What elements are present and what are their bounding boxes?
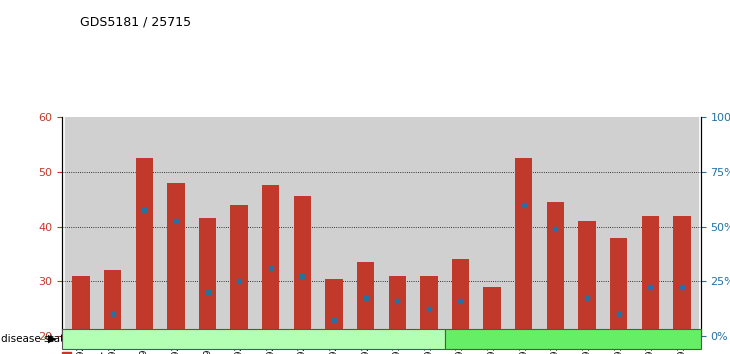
Bar (420, 276, 437, 336)
Bar (72, 276, 90, 336)
Text: disease state: disease state (1, 334, 70, 344)
Bar (223, 117, 255, 336)
Bar (445, 117, 476, 336)
Bar (547, 202, 564, 336)
Bar (476, 117, 508, 336)
Bar (199, 218, 216, 336)
Bar (539, 117, 571, 336)
Bar (388, 276, 406, 336)
Bar (452, 259, 469, 336)
Bar (97, 117, 128, 336)
Text: count: count (74, 352, 105, 354)
Bar (381, 117, 413, 336)
Bar (610, 238, 627, 336)
Bar (293, 196, 311, 336)
Bar (642, 216, 659, 336)
Bar (231, 205, 247, 336)
Text: control: control (232, 332, 275, 346)
Bar (192, 117, 223, 336)
Bar (357, 262, 374, 336)
Bar (326, 279, 342, 336)
Bar (571, 117, 603, 336)
Bar (287, 117, 318, 336)
Bar (160, 117, 192, 336)
Bar (515, 158, 532, 336)
Bar (65, 117, 97, 336)
Bar (666, 117, 698, 336)
Bar (673, 216, 691, 336)
Bar (128, 117, 160, 336)
Bar (413, 117, 445, 336)
Bar (350, 117, 381, 336)
Text: ▶: ▶ (48, 334, 57, 344)
Bar (262, 185, 280, 336)
Bar (104, 270, 121, 336)
Bar (603, 117, 634, 336)
Bar (255, 117, 287, 336)
Text: GDS5181 / 25715: GDS5181 / 25715 (80, 16, 191, 29)
Bar (136, 158, 153, 336)
Bar (578, 221, 596, 336)
Text: glioma: glioma (552, 332, 594, 346)
Bar (483, 287, 501, 336)
Bar (167, 183, 185, 336)
Bar (318, 117, 350, 336)
Bar (508, 117, 539, 336)
Bar (634, 117, 666, 336)
